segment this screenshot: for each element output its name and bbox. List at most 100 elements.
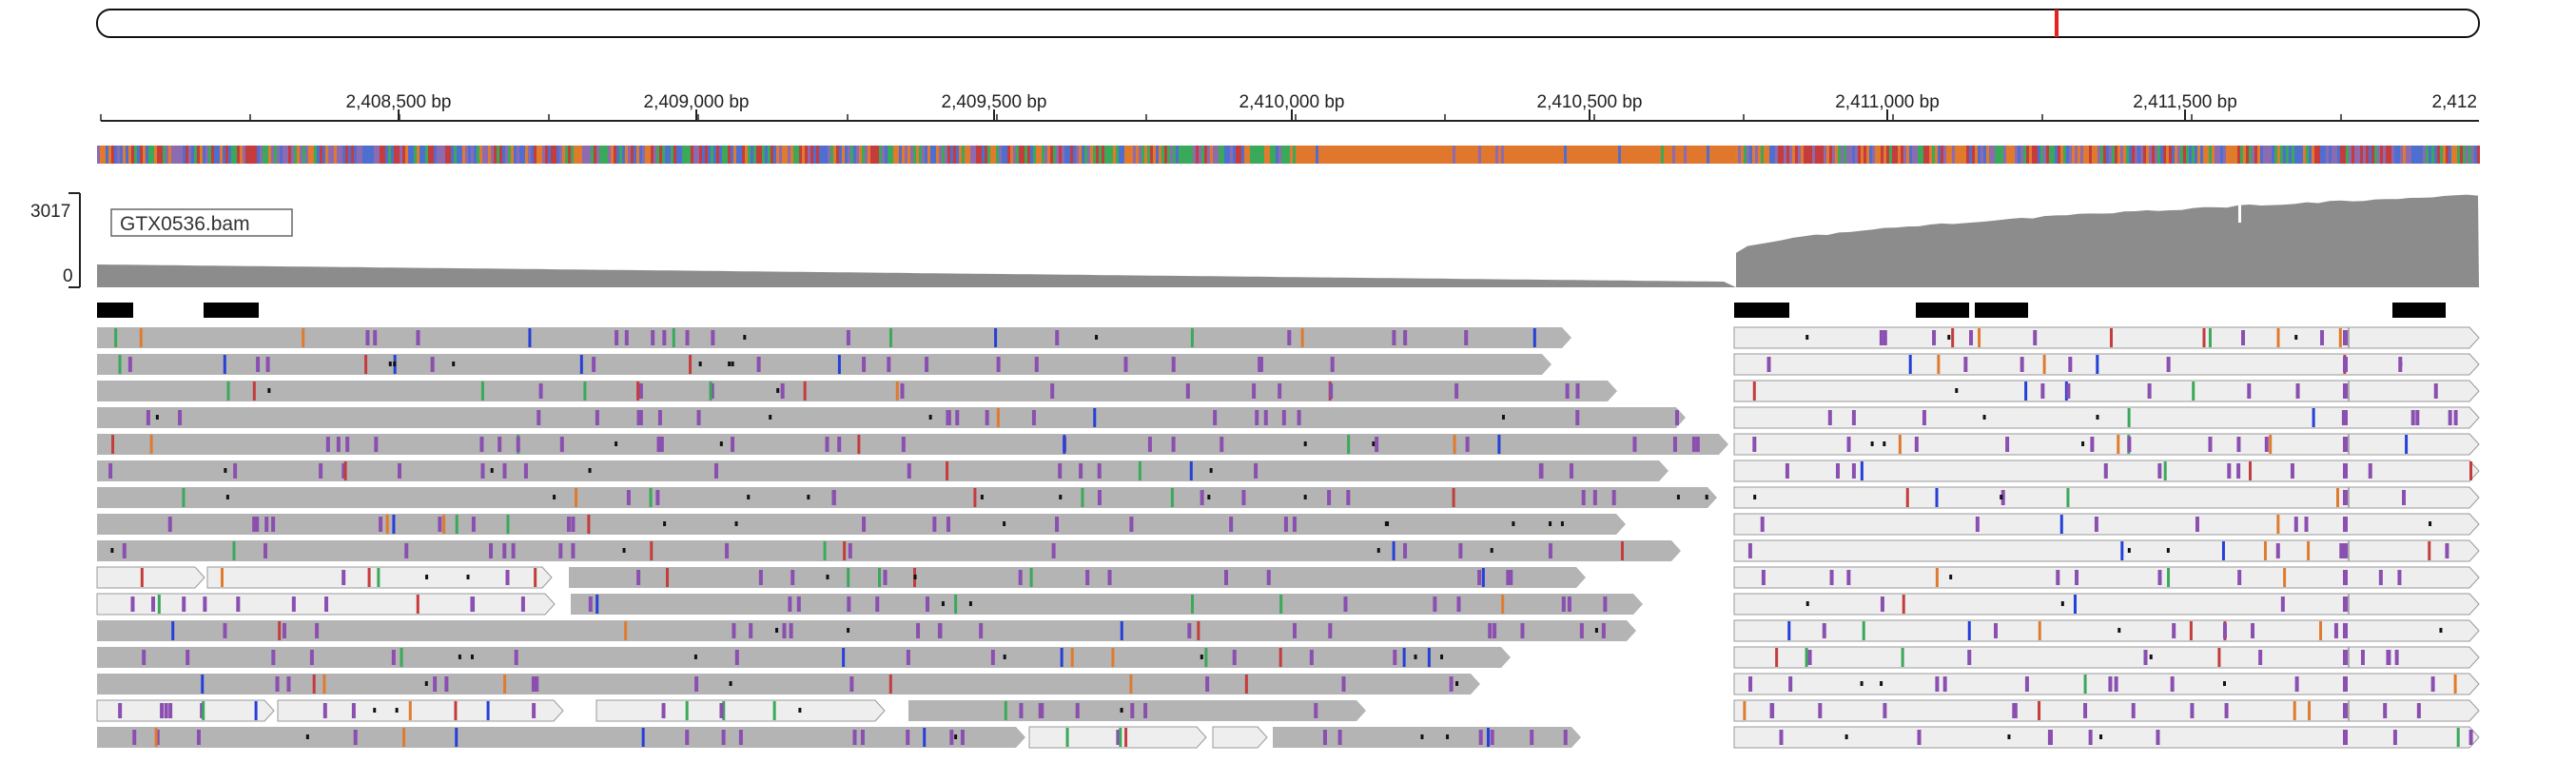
deletion-marker (1560, 521, 1564, 526)
sequence-base (2374, 146, 2377, 164)
alignment-read[interactable] (97, 674, 1480, 695)
coverage-track[interactable]: 3017 0 GTX0536.bam (30, 192, 2479, 288)
alignment-read[interactable] (1733, 406, 2480, 429)
alignment-read[interactable] (97, 487, 1717, 508)
alignment-read[interactable] (97, 327, 1571, 348)
alignment-read[interactable] (97, 434, 1728, 455)
sequence-base (362, 146, 365, 164)
alignment-read[interactable] (1733, 619, 2480, 642)
insertion-marker (2304, 517, 2309, 532)
sequence-base (2257, 146, 2260, 164)
track-name-box[interactable] (110, 208, 293, 237)
insertion-marker (1038, 703, 1043, 718)
insertion-marker (849, 676, 854, 692)
sequence-base (2329, 146, 2332, 164)
insertion-marker (2020, 357, 2024, 372)
sequence-base (910, 146, 913, 164)
alignment-read[interactable] (1733, 673, 2480, 695)
sequence-base (1441, 146, 1444, 164)
sequence-base (1219, 146, 1221, 164)
insertion-marker (696, 410, 701, 425)
alignment-read[interactable] (569, 567, 1586, 588)
sequence-base (1170, 146, 1173, 164)
sequence-base (514, 146, 517, 164)
alignment-read[interactable] (1733, 326, 2480, 349)
deletion-marker (1805, 601, 1809, 606)
sequence-base (2026, 146, 2029, 164)
alignment-read[interactable] (97, 381, 1617, 401)
sequence-base (1338, 146, 1341, 164)
alignment-read[interactable] (1273, 727, 1581, 748)
mismatch-base (220, 568, 224, 587)
coverage-histogram[interactable] (97, 194, 2479, 287)
alignment-read[interactable] (1733, 380, 2480, 402)
mismatch-base (201, 675, 205, 694)
insertion-marker (2394, 650, 2399, 665)
sequence-base (2217, 146, 2220, 164)
sequence-base (191, 146, 194, 164)
alignment-read[interactable] (97, 540, 1681, 561)
sequence-base (160, 146, 163, 164)
insertion-marker (1171, 357, 1176, 372)
sequence-base (177, 146, 180, 164)
sequence-base (1632, 146, 1635, 164)
insertion-marker (1292, 517, 1297, 532)
alignment-read[interactable] (1733, 539, 2480, 562)
sequence-base (879, 146, 882, 164)
alignment-read[interactable] (1212, 726, 1268, 749)
mismatch-base (322, 675, 326, 694)
sequence-base (1227, 146, 1230, 164)
mismatch-base (2038, 701, 2041, 720)
alignment-read[interactable] (908, 700, 1366, 721)
alignment-read[interactable] (277, 699, 564, 722)
deletion-marker (1200, 655, 1203, 659)
sequence-base (768, 146, 771, 164)
alignment-read[interactable] (1733, 353, 2480, 376)
sequence-base (642, 146, 645, 164)
sequence-base (1789, 146, 1792, 164)
alignment-read[interactable] (97, 727, 1025, 748)
chromosome-ideogram[interactable] (96, 9, 2480, 38)
sequence-base (291, 146, 294, 164)
alignment-read[interactable] (96, 566, 205, 589)
alignment-read[interactable] (97, 514, 1626, 535)
alignment-read[interactable] (1733, 433, 2480, 456)
sequence-base (331, 146, 334, 164)
alignment-read[interactable] (97, 647, 1511, 668)
alignment-read[interactable] (1733, 593, 2480, 616)
alignment-read[interactable] (595, 699, 886, 722)
alignment-read[interactable] (97, 407, 1686, 428)
alignment-read[interactable] (96, 699, 275, 722)
mismatch-base (641, 728, 645, 747)
deletion-marker (2081, 441, 2085, 446)
sequence-base (2209, 146, 2212, 164)
reference-sequence-track[interactable] (97, 146, 2480, 164)
alignment-read[interactable] (1733, 699, 2480, 722)
alignment-read[interactable] (1733, 566, 2480, 589)
sequence-base (1838, 146, 1841, 164)
sequence-base (1005, 146, 1007, 164)
sequence-base (554, 146, 556, 164)
alignment-read[interactable] (1733, 646, 2480, 669)
insertion-marker (694, 676, 699, 692)
mismatch-base (1070, 648, 1074, 667)
alignment-read[interactable] (97, 620, 1636, 641)
alignment-read[interactable] (571, 594, 1643, 615)
sequence-base (1532, 146, 1535, 164)
alignment-read[interactable] (97, 354, 1551, 375)
sequence-base (1036, 146, 1039, 164)
mismatch-base (996, 408, 1000, 427)
mismatch-base (1901, 648, 1904, 667)
alignment-read[interactable] (97, 460, 1669, 481)
insertion-marker (373, 330, 378, 345)
coordinate-ruler[interactable]: 2,408,500 bp 2,409,000 bp 2,409,500 bp 2… (100, 92, 2479, 122)
sequence-base (117, 146, 120, 164)
alignment-read[interactable] (1733, 513, 2480, 536)
alignment-read[interactable] (1733, 486, 2480, 509)
ideogram-outline[interactable] (96, 9, 2480, 38)
alignment-reads-track[interactable] (96, 326, 2480, 749)
mismatch-base (1860, 461, 1864, 480)
sequence-base (1347, 146, 1350, 164)
insertion-marker (731, 437, 735, 452)
